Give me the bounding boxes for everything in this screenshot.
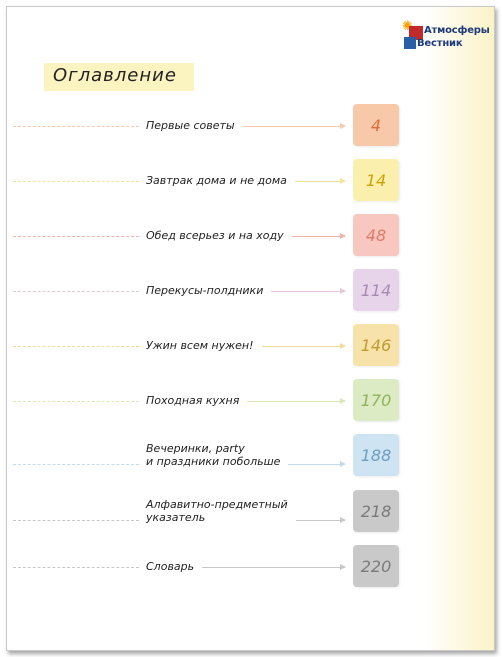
toc-entry[interactable]: Вечеринки, party и праздники побольше 188 (7, 432, 494, 482)
toc-entry[interactable]: Первые советы 4 (7, 102, 494, 152)
page-number-badge[interactable]: 146 (353, 324, 399, 366)
toc-entry-label-line1: Ужин всем нужен! (146, 339, 254, 352)
toc-entry[interactable]: Ужин всем нужен! 146 (7, 322, 494, 372)
page-number-badge[interactable]: 14 (353, 159, 399, 201)
leader-dash (13, 346, 139, 347)
toc-entry-label: Вечеринки, party и праздники побольше (146, 442, 280, 468)
leader-dash (13, 126, 139, 127)
logo-line2: Вестник (417, 38, 463, 49)
page-number-badge[interactable]: 48 (353, 214, 399, 256)
page-number-badge[interactable]: 218 (353, 490, 399, 532)
toc-entry-label-line2: указатель (146, 511, 206, 524)
toc-entry-label: Завтрак дома и не дома (146, 174, 287, 187)
arrow-icon (202, 564, 346, 570)
leader-dash (13, 520, 139, 521)
arrow-icon (247, 398, 346, 404)
toc-entry-label-line1: Алфавитно-предметный (146, 498, 288, 511)
toc-entry-label: Первые советы (146, 119, 235, 132)
page-number-badge[interactable]: 170 (353, 379, 399, 421)
toc-entry-label: Алфавитно-предметный указатель (146, 498, 288, 524)
toc-entry-label: Перекусы-полдники (146, 284, 263, 297)
toc-entry[interactable]: Завтрак дома и не дома 14 (7, 157, 494, 207)
arrow-icon (242, 123, 347, 129)
toc-entry-label-line1: Перекусы-полдники (146, 284, 264, 297)
logo-blue-square (404, 37, 416, 49)
toc-entry-label-line1: Вечеринки, party (146, 442, 245, 455)
logo-line1: Атмосферы (424, 25, 490, 36)
toc-entry-label-line1: Словарь (146, 560, 195, 573)
toc-entry-label-line1: Первые советы (146, 119, 235, 132)
arrow-icon (295, 517, 347, 523)
toc-entry[interactable]: Словарь 220 (7, 543, 494, 593)
toc-entry[interactable]: Перекусы-полдники 114 (7, 267, 494, 317)
toc-entry-label-line1: Завтрак дома и не дома (146, 174, 287, 187)
leader-dash (13, 567, 139, 568)
arrow-icon (294, 178, 347, 184)
leader-dash (13, 401, 139, 402)
leader-dash (13, 181, 139, 182)
toc-entry-label-line1: Обед всерьез и на ходу (146, 229, 284, 242)
toc-entry-label-line1: Походная кухня (146, 394, 240, 407)
page-number-badge[interactable]: 4 (353, 104, 399, 146)
leader-dash (13, 464, 139, 465)
page-number-badge[interactable]: 188 (353, 434, 399, 476)
side-gradient (424, 7, 494, 650)
toc-entry-label-line2: и праздники побольше (146, 455, 281, 468)
toc-entry[interactable]: Обед всерьез и на ходу 48 (7, 212, 494, 262)
arrow-icon (291, 233, 347, 239)
title-highlight (44, 63, 194, 91)
arrow-icon (261, 343, 347, 349)
arrow-icon (288, 461, 346, 467)
sun-icon: ✺ (402, 19, 413, 34)
toc-entry-label: Ужин всем нужен! (146, 339, 254, 352)
arrow-icon (271, 288, 346, 294)
page-number-badge[interactable]: 114 (353, 269, 399, 311)
leader-dash (13, 291, 139, 292)
toc-entry[interactable]: Алфавитно-предметный указатель 218 (7, 488, 494, 538)
page: ✺ Атмосферы Вестник Оглавление Первые со… (6, 6, 495, 651)
publisher-logo: ✺ Атмосферы Вестник (402, 19, 490, 53)
toc-entry-label: Походная кухня (146, 394, 239, 407)
page-number-badge[interactable]: 220 (353, 545, 399, 587)
leader-dash (13, 236, 139, 237)
toc-entry[interactable]: Походная кухня 170 (7, 377, 494, 427)
toc-entry-label: Обед всерьез и на ходу (146, 229, 284, 242)
page-title: Оглавление (53, 65, 177, 86)
toc-entry-label: Словарь (146, 560, 194, 573)
logo-red-square (409, 26, 423, 40)
